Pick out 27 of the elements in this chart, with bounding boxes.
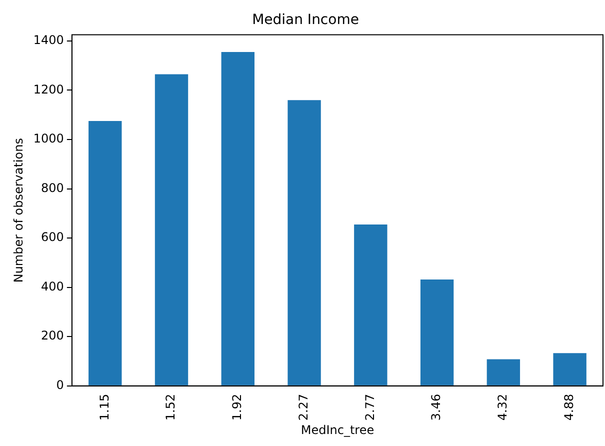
bar	[354, 224, 388, 386]
y-tick-label: 600	[41, 230, 64, 244]
x-tick-label: 2.77	[362, 394, 377, 421]
y-tick-label: 800	[41, 180, 64, 195]
y-tick-label: 1200	[33, 82, 64, 96]
x-tick-label: 1.52	[164, 394, 178, 421]
x-tick-label: 1.92	[230, 394, 244, 421]
bar	[88, 121, 122, 386]
y-tick-label: 1000	[33, 132, 64, 146]
x-tick-label: 3.46	[429, 394, 444, 421]
chart-title: Median Income	[252, 12, 359, 28]
y-axis-title: Number of observations	[11, 138, 26, 283]
y-tick-label: 400	[41, 279, 64, 294]
x-tick-label: 4.32	[496, 394, 510, 421]
y-tick-label: 0	[56, 378, 64, 392]
bar	[221, 52, 254, 386]
bar	[553, 353, 586, 386]
x-tick-label: 4.88	[562, 394, 576, 421]
y-tick-label: 200	[41, 328, 64, 343]
bar	[486, 359, 520, 386]
bar	[420, 279, 454, 386]
x-tick-label: 1.15	[97, 394, 112, 421]
bar	[288, 100, 321, 386]
x-tick-label: 2.27	[296, 394, 310, 421]
x-axis-title: MedInc_tree	[300, 422, 374, 437]
bar	[154, 74, 188, 386]
y-tick-label: 1400	[33, 33, 64, 48]
